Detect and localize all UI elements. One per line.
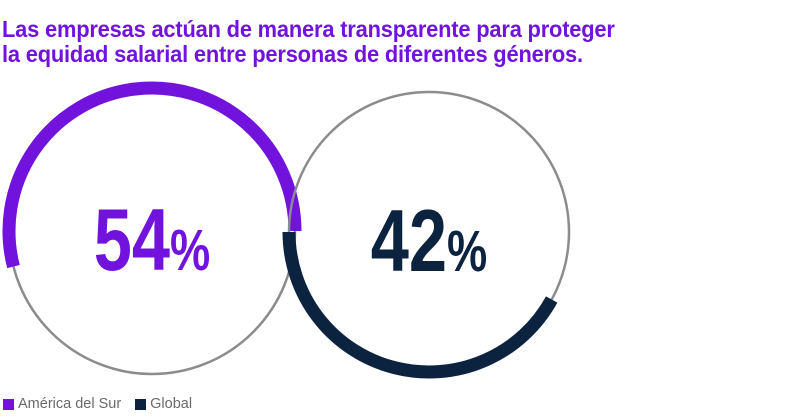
legend-item-america-del-sur: América del Sur [3, 396, 121, 412]
chart-title: Las empresas actúan de manera transparen… [2, 17, 737, 67]
donut-arc-america-del-sur [2, 81, 302, 269]
legend-label-global: Global [150, 396, 193, 412]
legend-label-america-del-sur: América del Sur [18, 396, 122, 412]
donut-arc-global [282, 231, 558, 379]
legend: América del Sur Global [3, 396, 206, 412]
legend-swatch-global [135, 398, 147, 410]
value-label-america-del-sur: 54% [94, 191, 211, 289]
donut-america-del-sur: 54% [2, 81, 302, 376]
value-label-global: 42% [371, 192, 488, 290]
value-number-global: 42 [371, 192, 447, 290]
chart-title-line-2: la equidad salarial entre personas de di… [2, 41, 583, 67]
value-unit-global: % [447, 220, 487, 285]
donut-global: 42% [282, 90, 571, 379]
chart-title-line-1: Las empresas actúan de manera transparen… [2, 16, 615, 42]
value-unit-america-del-sur: % [170, 219, 210, 284]
value-number-america-del-sur: 54 [94, 191, 170, 289]
legend-item-global: Global [135, 396, 192, 412]
legend-swatch-america-del-sur [3, 398, 14, 410]
